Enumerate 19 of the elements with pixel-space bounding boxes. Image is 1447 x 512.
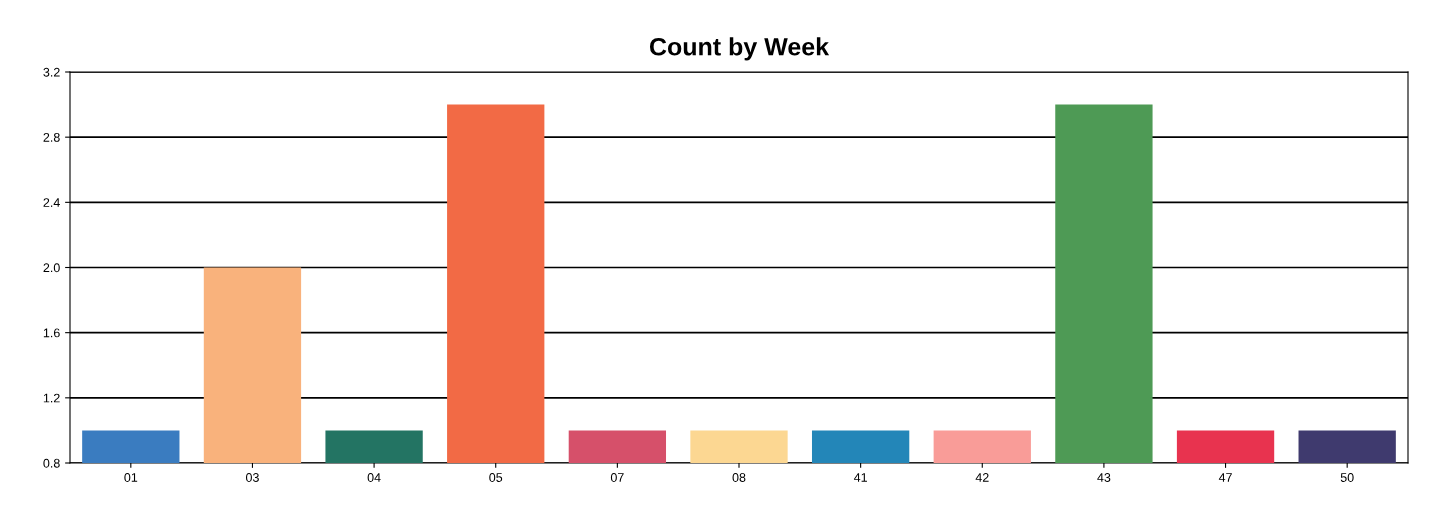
y-tick-label: 0.8 (43, 458, 60, 468)
x-tick-label: 47 (1218, 473, 1232, 482)
x-tick-label: 05 (489, 473, 503, 482)
x-tick-label: 04 (367, 473, 381, 482)
chart-title: Count by Week (649, 37, 830, 61)
x-tick-label: 07 (610, 473, 624, 482)
x-tick-label: 08 (732, 473, 746, 482)
y-tick-label: 1.6 (43, 328, 60, 338)
y-tick-label: 3.2 (43, 67, 60, 77)
y-tick-label: 2.8 (43, 132, 60, 142)
x-tick-label: 01 (124, 473, 138, 482)
y-tick-label: 2.4 (43, 198, 60, 207)
x-tick-label: 43 (1097, 473, 1111, 482)
x-tick-label: 41 (853, 473, 867, 482)
y-tick-label: 2.0 (43, 263, 60, 273)
x-tick-label: 42 (975, 473, 989, 482)
x-tick-label: 03 (245, 473, 259, 482)
y-tick-label: 1.2 (43, 393, 60, 403)
x-tick-label: 50 (1340, 473, 1354, 482)
